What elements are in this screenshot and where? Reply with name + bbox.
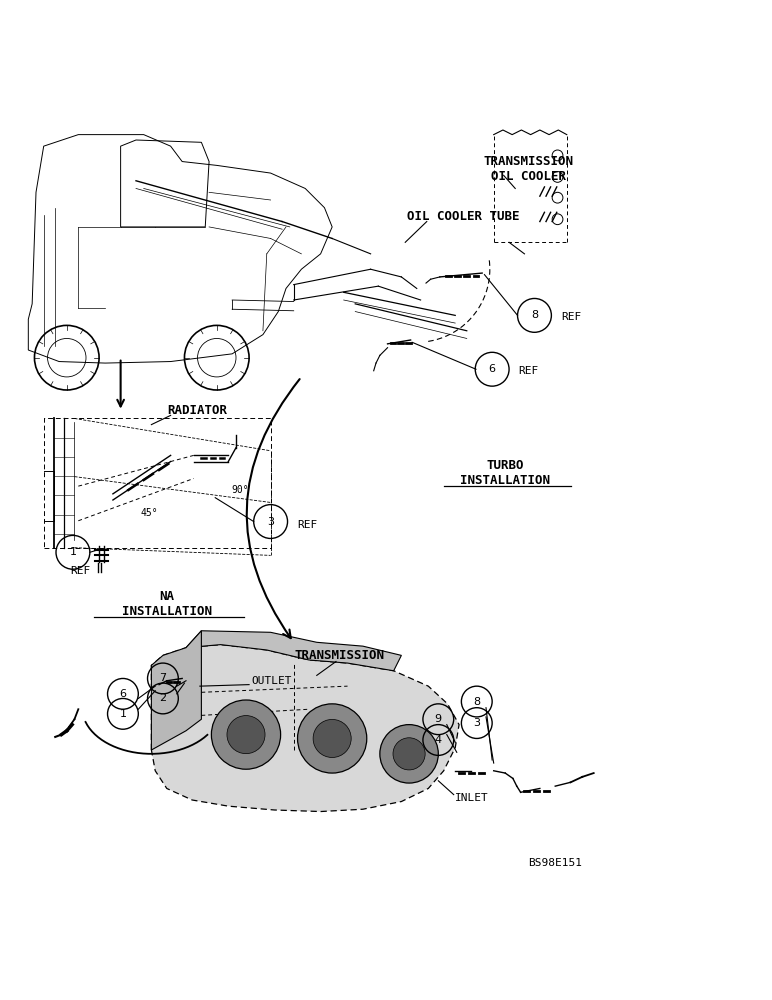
Circle shape — [313, 719, 351, 757]
Text: INSTALLATION: INSTALLATION — [122, 605, 212, 618]
Text: 8: 8 — [531, 310, 538, 320]
Polygon shape — [151, 645, 459, 812]
Text: BS98E151: BS98E151 — [528, 858, 582, 868]
Text: REF: REF — [297, 520, 318, 530]
Text: OUTLET: OUTLET — [252, 676, 292, 686]
FancyArrowPatch shape — [247, 379, 300, 638]
Text: REF: REF — [518, 366, 539, 376]
Circle shape — [380, 725, 438, 783]
Polygon shape — [186, 631, 401, 671]
Text: 1: 1 — [120, 709, 127, 719]
Text: 4: 4 — [435, 735, 442, 745]
Circle shape — [227, 716, 265, 754]
Text: 1: 1 — [69, 547, 76, 557]
Text: INLET: INLET — [455, 793, 489, 803]
Text: INSTALLATION: INSTALLATION — [460, 474, 550, 487]
Circle shape — [297, 704, 367, 773]
Text: TURBO: TURBO — [486, 459, 524, 472]
Text: TRANSMISSION
OIL COOLER: TRANSMISSION OIL COOLER — [483, 155, 574, 183]
Polygon shape — [151, 631, 201, 750]
Text: 90°: 90° — [231, 485, 249, 495]
Bar — [44, 418, 271, 548]
Text: TRANSMISSION: TRANSMISSION — [295, 649, 385, 662]
Text: RADIATOR: RADIATOR — [168, 404, 228, 417]
Text: 3: 3 — [473, 718, 480, 728]
Text: 8: 8 — [473, 697, 480, 707]
Circle shape — [393, 738, 425, 770]
Text: NA: NA — [159, 590, 174, 603]
Text: 6: 6 — [489, 364, 496, 374]
Text: 6: 6 — [120, 689, 127, 699]
Text: REF: REF — [70, 566, 91, 576]
Text: REF: REF — [561, 312, 581, 322]
Text: 45°: 45° — [141, 508, 158, 518]
Text: 3: 3 — [267, 517, 274, 527]
Circle shape — [212, 700, 280, 769]
Text: OIL COOLER TUBE: OIL COOLER TUBE — [407, 210, 520, 223]
Text: 7: 7 — [159, 673, 167, 683]
Text: 2: 2 — [159, 693, 167, 703]
Text: 9: 9 — [435, 714, 442, 724]
